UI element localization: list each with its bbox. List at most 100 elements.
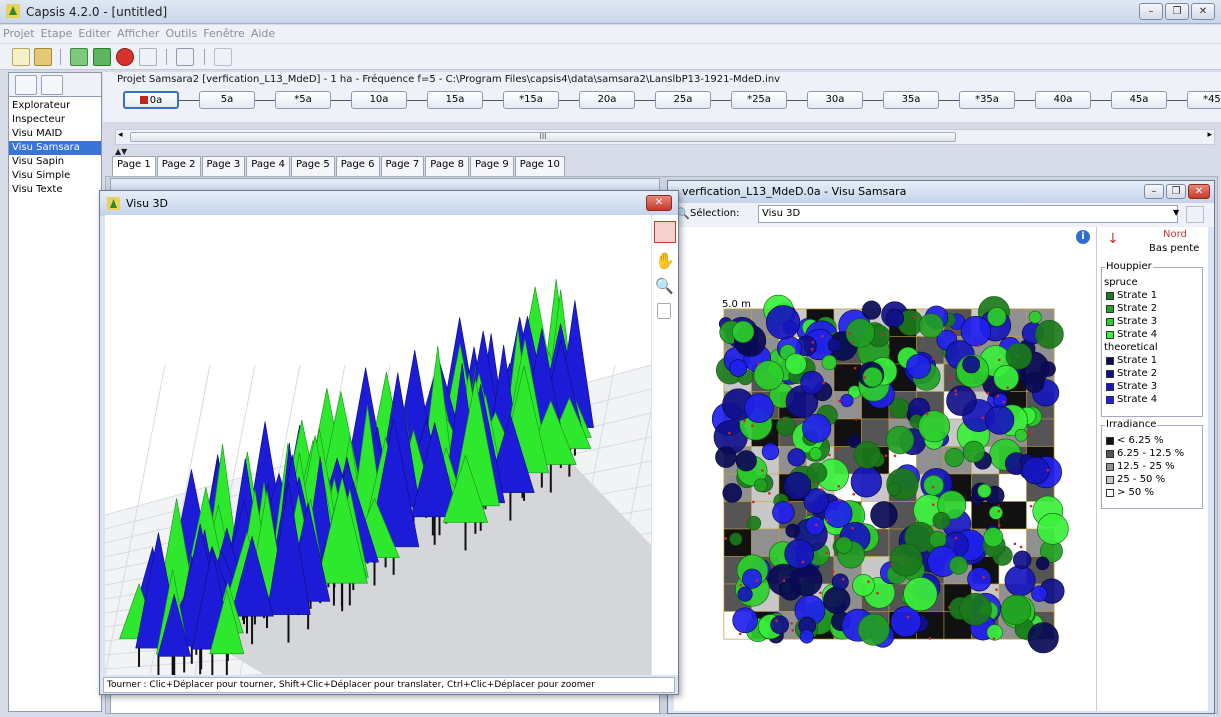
help-icon[interactable] bbox=[1186, 206, 1204, 223]
evolution-icon[interactable] bbox=[93, 48, 111, 66]
rotate-icon[interactable] bbox=[654, 221, 676, 243]
step-label: 35a bbox=[901, 94, 921, 105]
menu-etape[interactable]: Etape bbox=[40, 27, 73, 40]
menu-fenetre[interactable]: Fenêtre bbox=[203, 27, 245, 40]
spruce-crown bbox=[835, 536, 853, 554]
tree-stem-point bbox=[881, 333, 885, 336]
help-icon[interactable] bbox=[214, 48, 232, 66]
sidebar-item-visu-samsara[interactable]: Visu Samsara bbox=[9, 141, 101, 155]
open-folder-icon[interactable] bbox=[34, 48, 52, 66]
tools-panel: Explorateur Inspecteur Visu MAID Visu Sa… bbox=[8, 72, 102, 712]
sidebar-item-inspecteur[interactable]: Inspecteur bbox=[12, 114, 66, 125]
scroll-thumb[interactable]: III bbox=[130, 132, 956, 142]
menu-outils[interactable]: Outils bbox=[165, 27, 198, 40]
tree-stem-point bbox=[743, 419, 746, 423]
step-button-star-5a[interactable]: *5a bbox=[275, 91, 331, 109]
spruce-crown bbox=[903, 577, 938, 612]
step-button-star-45a[interactable]: *45a bbox=[1187, 91, 1221, 109]
visu-3d-window: Visu 3D ✕ ✋ 🔍 Tourner : Clic+Déplacer po… bbox=[99, 190, 679, 695]
legend-group-theoretical: theoretical bbox=[1104, 342, 1158, 353]
spruce-crown bbox=[993, 365, 1019, 391]
legend-irr-3: 12.5 - 25 % bbox=[1104, 460, 1200, 473]
visu-3d-close-button[interactable]: ✕ bbox=[646, 195, 672, 211]
samsara-close-button[interactable]: ✕ bbox=[1188, 184, 1210, 199]
tab-page-6[interactable]: Page 6 bbox=[335, 156, 380, 176]
tab-page-10[interactable]: Page 10 bbox=[514, 156, 565, 176]
step-button-5a[interactable]: 5a bbox=[199, 91, 255, 109]
swatch bbox=[1106, 462, 1114, 471]
hand-icon[interactable]: ✋ bbox=[655, 251, 675, 270]
3d-viewport[interactable] bbox=[105, 215, 651, 675]
spruce-crown bbox=[887, 482, 901, 496]
stand-plot[interactable]: i 5.0 m bbox=[674, 227, 1096, 711]
step-button-0a[interactable]: 0a bbox=[123, 91, 179, 109]
reset-view-icon[interactable] bbox=[657, 303, 671, 319]
sidebar-item-visu-maid[interactable]: Visu MAID bbox=[12, 128, 63, 139]
step-button-25a[interactable]: 25a bbox=[655, 91, 711, 109]
zoom-icon[interactable]: 🔍 bbox=[655, 277, 674, 295]
tree-stem-point bbox=[986, 392, 990, 395]
step-button-30a[interactable]: 30a bbox=[807, 91, 863, 109]
menu-projet[interactable]: Projet bbox=[3, 27, 35, 40]
info-icon[interactable]: i bbox=[1076, 230, 1090, 244]
step-button-35a[interactable]: 35a bbox=[883, 91, 939, 109]
step-label: *35a bbox=[975, 94, 999, 105]
step-button-40a[interactable]: 40a bbox=[1035, 91, 1091, 109]
sidebar-item-visu-sapin[interactable]: Visu Sapin bbox=[12, 156, 65, 167]
selection-dropdown[interactable]: Visu 3D bbox=[758, 205, 1178, 223]
tab-page-2[interactable]: Page 2 bbox=[156, 156, 201, 176]
tab-page-8[interactable]: Page 8 bbox=[425, 156, 469, 176]
houppier-title: Houppier bbox=[1105, 261, 1153, 272]
tree-stem-point bbox=[954, 393, 958, 396]
tab-page-4[interactable]: Page 4 bbox=[246, 156, 290, 176]
tree-stem-point bbox=[992, 637, 996, 640]
sidebar-item-explorateur[interactable]: Explorateur bbox=[12, 100, 71, 111]
tree-stem-point bbox=[997, 509, 1001, 513]
tab-page-7[interactable]: Page 7 bbox=[380, 156, 425, 176]
step-button-star-35a[interactable]: *35a bbox=[959, 91, 1015, 109]
step-button-45a[interactable]: 45a bbox=[1111, 91, 1167, 109]
close-button[interactable]: ✕ bbox=[1191, 3, 1215, 20]
step-button-10a[interactable]: 10a bbox=[351, 91, 407, 109]
menu-editer[interactable]: Editer bbox=[78, 27, 111, 40]
selection-row: Sélection: 🔍 Visu 3D ▼ bbox=[668, 203, 1214, 227]
samsara-maximize-button[interactable]: ❐ bbox=[1166, 184, 1186, 199]
theoretical-crown bbox=[906, 353, 931, 379]
new-project-icon[interactable] bbox=[12, 48, 30, 66]
theoretical-crown bbox=[1012, 550, 1032, 569]
step-button-star-25a[interactable]: *25a bbox=[731, 91, 787, 109]
page-tabs: Page 1 Page 2 Page 3 Page 4 Page 5 Page … bbox=[112, 156, 566, 176]
tab-extensions-icon[interactable] bbox=[41, 75, 63, 95]
menu-aide[interactable]: Aide bbox=[250, 27, 276, 40]
sidebar-item-visu-texte[interactable]: Visu Texte bbox=[12, 184, 63, 195]
theoretical-tree-cone bbox=[266, 482, 311, 615]
sidebar-item-visu-simple[interactable]: Visu Simple bbox=[12, 170, 71, 181]
scroll-right-icon[interactable]: ▸ bbox=[1207, 130, 1212, 140]
save-step-icon[interactable] bbox=[70, 48, 88, 66]
slope-label: Bas pente bbox=[1149, 243, 1200, 254]
spruce-crown bbox=[729, 532, 743, 546]
timeline-scrollbar[interactable]: ◂ III ▸ bbox=[115, 129, 1215, 145]
chevron-down-icon[interactable]: ▼ bbox=[1173, 208, 1180, 217]
step-button-20a[interactable]: 20a bbox=[579, 91, 635, 109]
theoretical-crown bbox=[772, 501, 795, 524]
splitter-arrows-icon[interactable]: ▲▼ bbox=[115, 147, 128, 156]
swatch bbox=[1106, 356, 1114, 365]
maximize-button[interactable]: ❐ bbox=[1165, 3, 1189, 20]
step-button-15a[interactable]: 15a bbox=[427, 91, 483, 109]
menu-afficher[interactable]: Afficher bbox=[116, 27, 160, 40]
minimize-button[interactable]: – bbox=[1139, 3, 1163, 20]
step-button-star-15a[interactable]: *15a bbox=[503, 91, 559, 109]
tab-tools-icon[interactable] bbox=[15, 75, 37, 95]
properties-icon[interactable] bbox=[176, 48, 194, 66]
tab-page-3[interactable]: Page 3 bbox=[201, 156, 246, 176]
tab-page-1[interactable]: Page 1 bbox=[112, 156, 156, 176]
scroll-left-icon[interactable]: ◂ bbox=[118, 130, 123, 140]
tab-page-9[interactable]: Page 9 bbox=[470, 156, 514, 176]
samsara-minimize-button[interactable]: – bbox=[1144, 184, 1164, 199]
search-icon[interactable] bbox=[139, 48, 157, 66]
tab-page-5[interactable]: Page 5 bbox=[291, 156, 335, 176]
visu-samsara-window: verfication_L13_MdeD.0a - Visu Samsara –… bbox=[667, 180, 1215, 714]
stop-icon[interactable] bbox=[116, 48, 134, 66]
step-timeline: 0a 5a *5a 10a 15a *15a 20a 25a *25a 30a 35a *35a 40a… bbox=[117, 91, 1221, 113]
